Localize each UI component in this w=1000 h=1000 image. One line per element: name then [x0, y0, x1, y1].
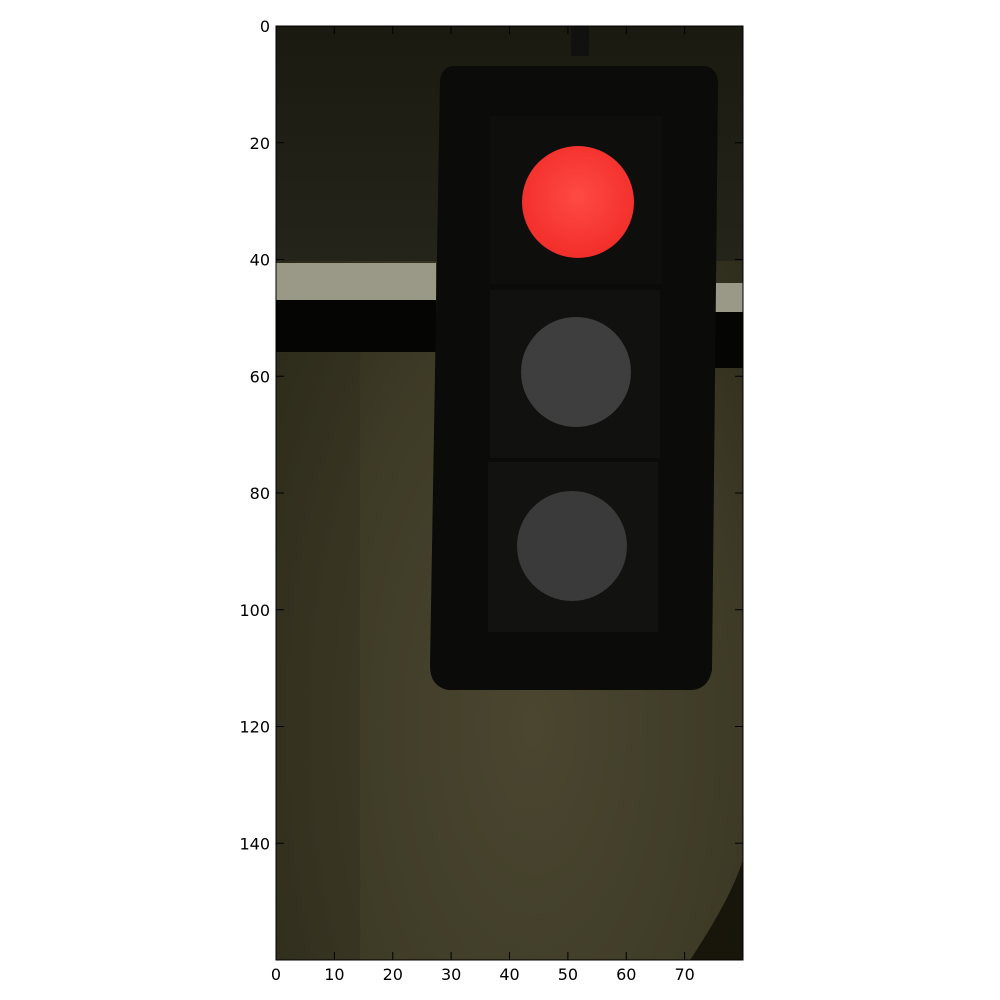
- red-lamp: [522, 146, 634, 258]
- pole-top: [571, 26, 589, 56]
- green-lamp: [517, 491, 627, 601]
- x-tick-label: 10: [324, 965, 344, 984]
- y-tick-label: 20: [250, 134, 270, 153]
- y-tick-label: 0: [260, 17, 270, 36]
- x-tick-label: 0: [271, 965, 281, 984]
- x-tick-label: 30: [441, 965, 461, 984]
- arm-shadow-right: [712, 312, 743, 368]
- arm-shadow-left: [276, 300, 436, 352]
- curved-shadow: [276, 344, 360, 960]
- x-tick-label: 60: [616, 965, 636, 984]
- y-tick-label: 120: [239, 718, 270, 737]
- y-tick-label: 80: [250, 484, 270, 503]
- arm-highlight-left: [276, 263, 436, 301]
- x-tick-label: 70: [674, 965, 694, 984]
- y-tick-label: 100: [239, 601, 270, 620]
- arm-highlight-right: [712, 283, 743, 313]
- photo: [276, 26, 743, 960]
- x-tick-label: 20: [383, 965, 403, 984]
- bottom-dark-corner: [690, 860, 743, 960]
- ticks: 0 10 20 30 40 50 60 70 0 20 40 60 80 100 120 140: [239, 17, 743, 984]
- x-tick-label: 50: [558, 965, 578, 984]
- yellow-lamp: [521, 317, 631, 427]
- y-tick-label: 140: [239, 834, 270, 853]
- y-tick-label: 60: [250, 367, 270, 386]
- x-tick-label: 40: [499, 965, 519, 984]
- y-tick-label: 40: [250, 251, 270, 270]
